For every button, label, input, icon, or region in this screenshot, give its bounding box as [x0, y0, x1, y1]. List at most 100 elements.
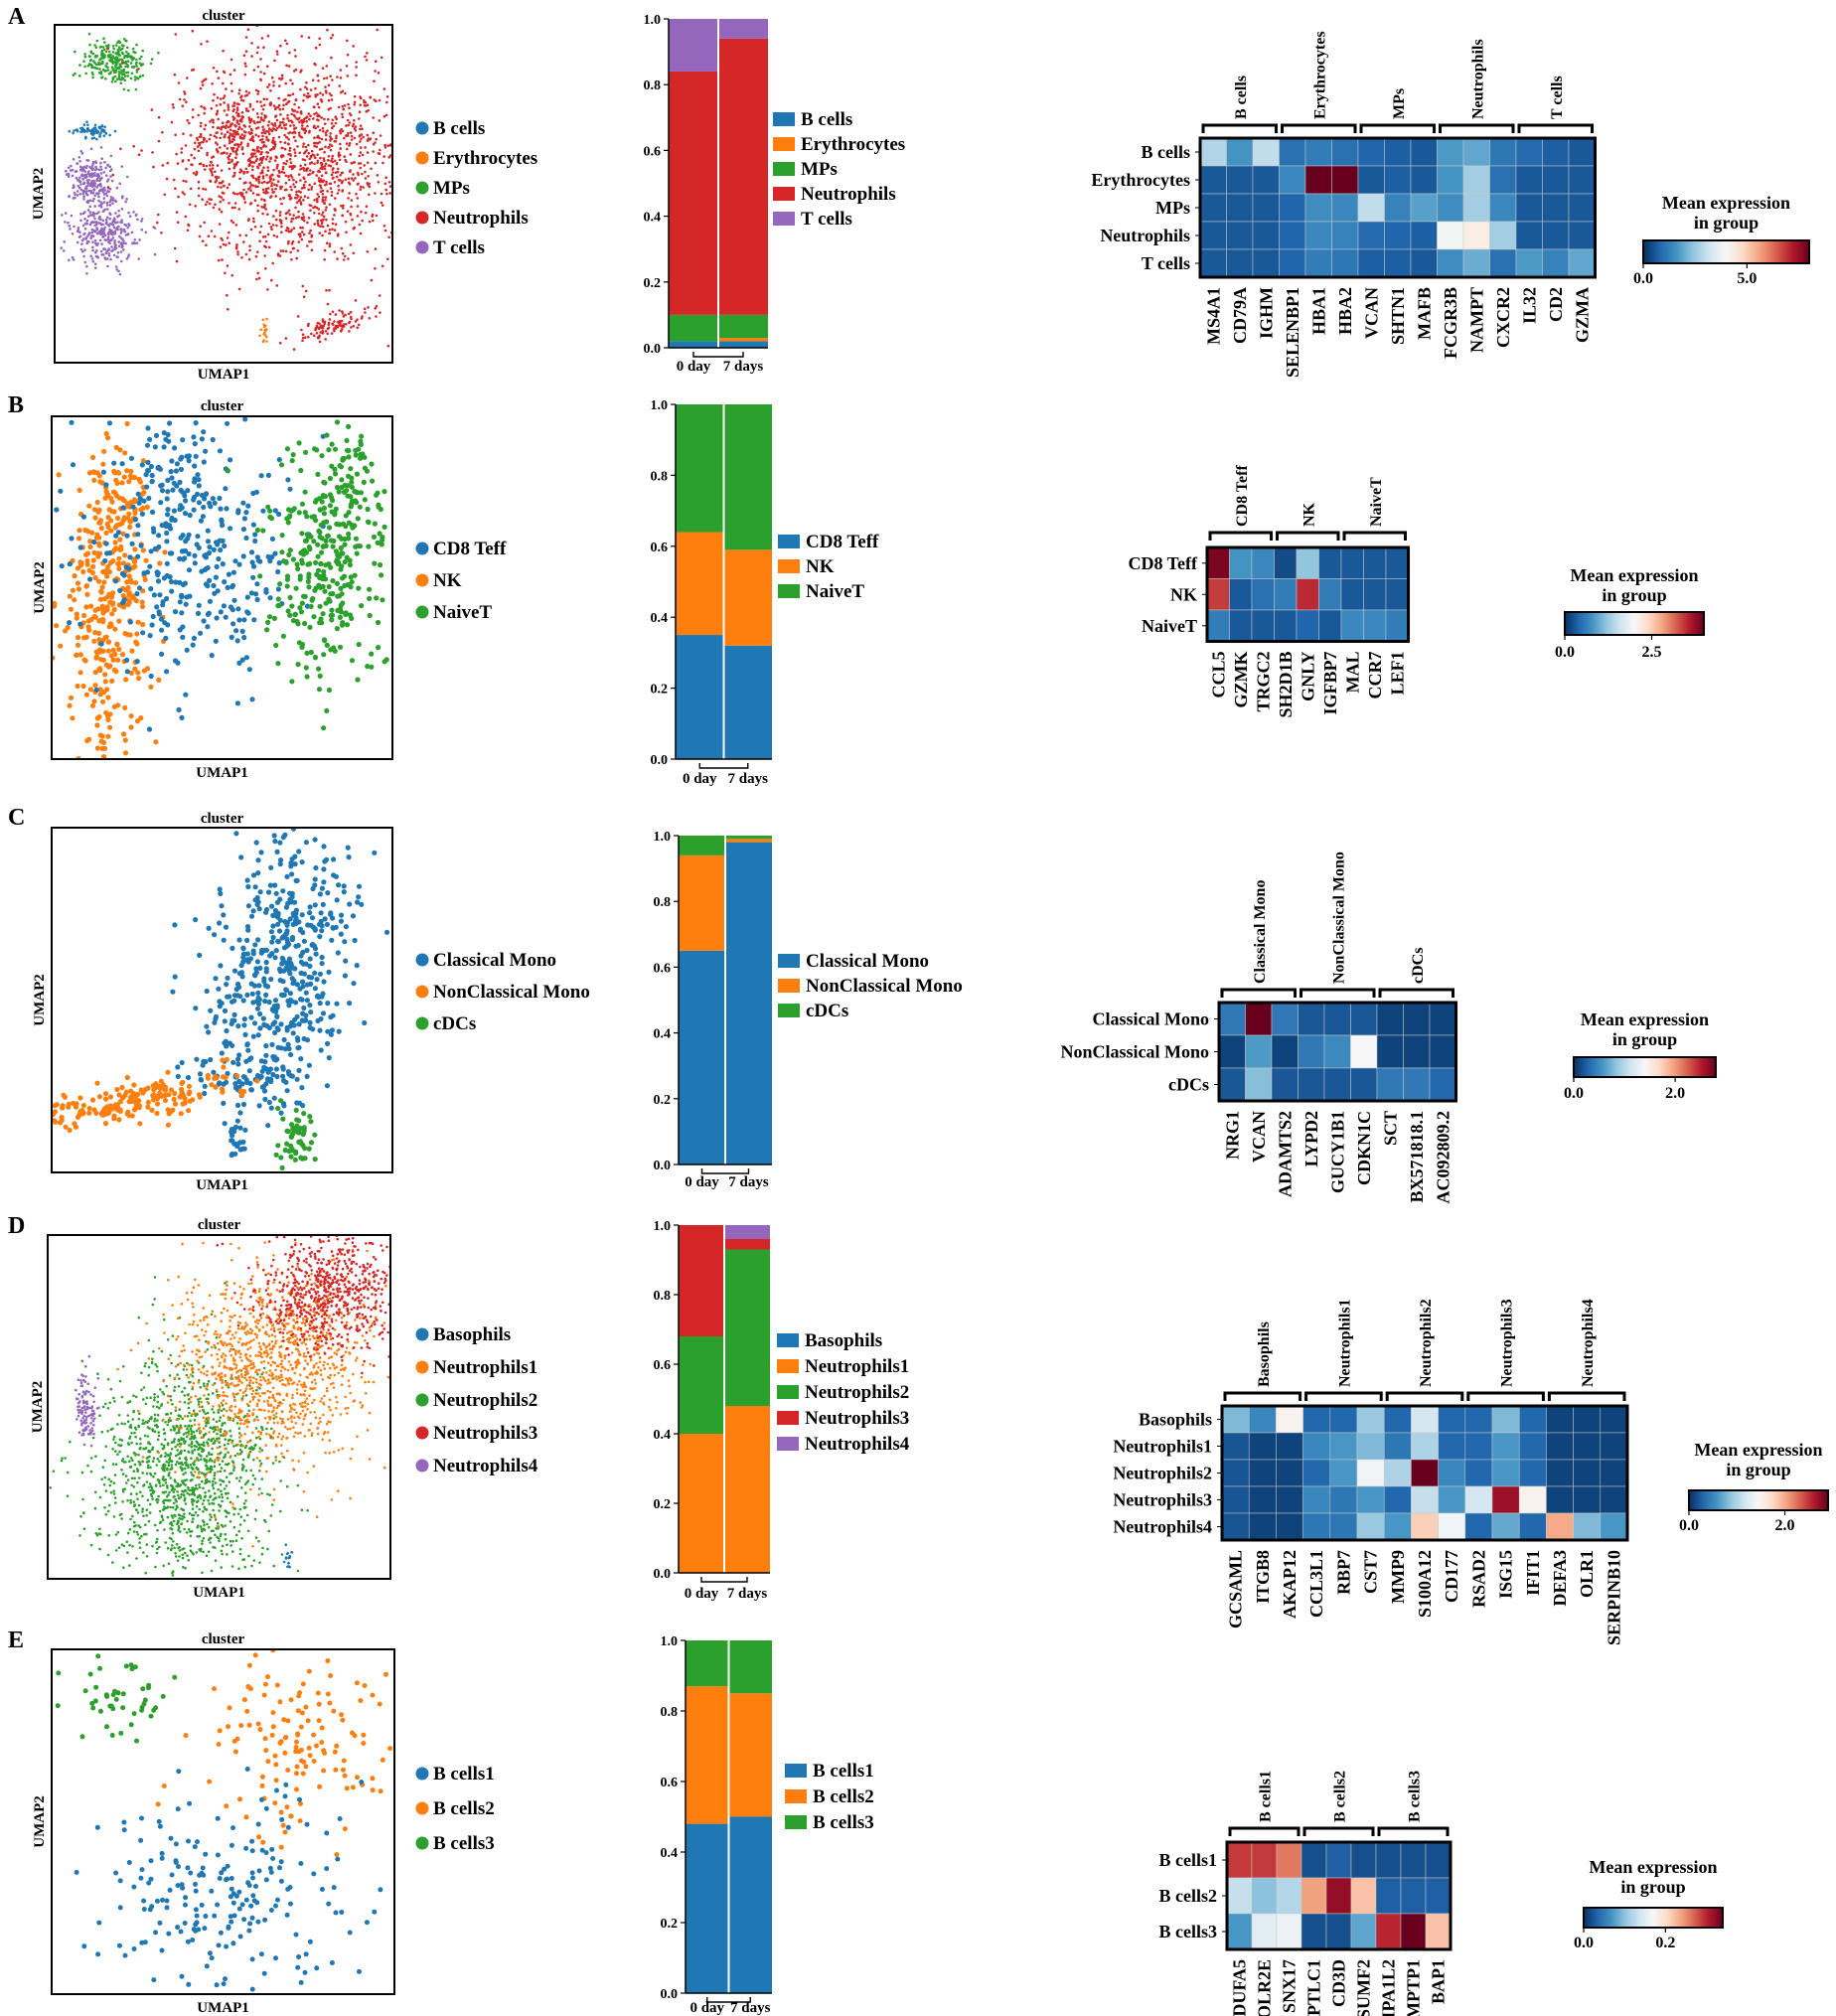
- umap-point: [127, 554, 133, 560]
- umap-point: [220, 561, 226, 567]
- umap-point: [258, 822, 263, 827]
- heatmap-row-label: T cells: [1142, 253, 1190, 273]
- umap-point: [361, 127, 364, 130]
- umap-point: [233, 164, 236, 168]
- umap-point: [364, 146, 367, 149]
- bar-segment-nonclassical-mono: [725, 839, 772, 843]
- umap-point: [188, 203, 192, 207]
- umap-point: [86, 123, 89, 127]
- umap-point: [120, 518, 126, 524]
- umap-point: [251, 168, 254, 172]
- umap-point: [345, 142, 349, 145]
- umap-point: [279, 187, 282, 191]
- umap-point: [128, 468, 134, 474]
- umap-point: [297, 1125, 303, 1132]
- umap-point: [43, 1105, 48, 1110]
- umap-point: [105, 180, 109, 183]
- umap-point: [126, 479, 132, 485]
- umap-point: [197, 1071, 204, 1077]
- umap-point: [251, 165, 254, 168]
- umap-point: [202, 496, 208, 502]
- umap-point: [223, 135, 227, 139]
- umap-point: [101, 579, 107, 585]
- umap-point: [284, 249, 288, 253]
- umap-point: [331, 34, 335, 37]
- umap-point: [305, 578, 311, 585]
- umap-point: [133, 78, 137, 81]
- umap-point: [238, 963, 244, 969]
- umap-point: [236, 937, 242, 943]
- umap-point: [75, 642, 81, 648]
- umap-point: [266, 123, 270, 127]
- umap-point: [358, 154, 362, 158]
- umap-point: [342, 559, 348, 565]
- umap-point: [305, 94, 309, 98]
- umap-point: [233, 192, 236, 196]
- bar-legend-swatch: [773, 187, 795, 201]
- umap-point: [258, 239, 261, 242]
- umap-point: [242, 240, 245, 243]
- umap-point: [243, 1077, 249, 1083]
- umap-point: [185, 1074, 192, 1081]
- heatmap-column-label: FCGR3B: [1441, 287, 1460, 359]
- umap-point: [324, 209, 328, 212]
- umap-point: [264, 192, 267, 195]
- umap-point: [67, 175, 71, 178]
- umap-point: [267, 132, 271, 136]
- umap-point: [289, 395, 294, 400]
- umap-point: [357, 543, 363, 549]
- umap-point: [257, 558, 263, 564]
- umap-point: [364, 311, 367, 314]
- umap-point: [375, 619, 382, 626]
- umap-point: [266, 169, 270, 172]
- umap-point: [243, 655, 249, 661]
- umap-point: [266, 614, 273, 620]
- umap-point: [250, 155, 253, 159]
- umap-point: [273, 948, 279, 954]
- umap-point: [102, 209, 105, 213]
- umap-point: [70, 462, 76, 468]
- umap-point: [338, 158, 342, 162]
- umap-point: [289, 250, 292, 254]
- umap-point: [224, 982, 230, 988]
- bar-legend-swatch: [778, 584, 800, 598]
- umap-point: [118, 58, 121, 62]
- umap-point: [325, 1001, 331, 1007]
- bar-ytick-label: 0.8: [651, 469, 669, 484]
- umap-point: [158, 483, 164, 489]
- umap-point: [359, 146, 363, 149]
- umap-point: [98, 135, 101, 138]
- umap-point: [326, 687, 332, 694]
- umap-point: [244, 937, 250, 944]
- umap-point: [303, 186, 306, 190]
- umap-point: [96, 543, 102, 548]
- umap-point: [218, 181, 222, 185]
- umap-point: [97, 61, 100, 65]
- umap-point: [212, 590, 218, 596]
- umap-point: [79, 126, 82, 130]
- umap-point: [115, 186, 119, 190]
- umap-point: [95, 39, 99, 43]
- umap-point: [247, 1080, 253, 1086]
- umap-point: [337, 105, 341, 109]
- umap-point: [106, 190, 110, 193]
- umap-point: [117, 46, 121, 49]
- umap-point: [125, 765, 130, 770]
- umap-point: [386, 257, 389, 261]
- umap-point: [405, 243, 408, 246]
- umap-point: [112, 47, 115, 51]
- umap-point: [141, 49, 144, 53]
- umap-point: [108, 187, 112, 191]
- umap-point: [217, 886, 223, 892]
- umap-point: [281, 120, 284, 124]
- umap-point: [355, 516, 361, 522]
- umap-point: [238, 192, 241, 195]
- umap-point: [213, 976, 219, 982]
- umap-point: [106, 186, 110, 189]
- umap-point: [93, 230, 96, 233]
- umap-point: [244, 1042, 250, 1048]
- umap-point: [294, 139, 297, 142]
- umap-point: [261, 188, 265, 192]
- umap-point: [325, 241, 329, 244]
- umap-point: [216, 131, 219, 134]
